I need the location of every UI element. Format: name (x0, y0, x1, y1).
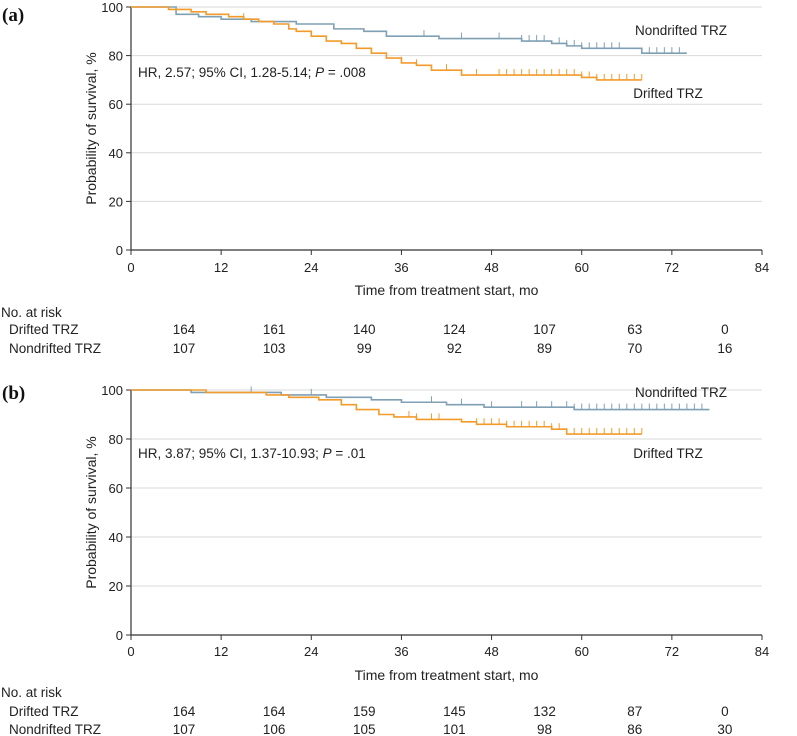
risk-count-drifted: 0 (721, 322, 729, 337)
risk-count-nondrifted: 30 (717, 722, 732, 736)
y-tick-label: 40 (109, 146, 123, 161)
x-tick-label: 48 (484, 260, 498, 275)
series-label-nondrifted: Nondrifted TRZ (635, 385, 727, 400)
risk-count-nondrifted: 99 (357, 341, 372, 356)
y-tick-label: 100 (101, 0, 123, 15)
risk-table-header: No. at risk (1, 685, 62, 700)
panel-label: (a) (2, 5, 24, 26)
x-tick-label: 84 (755, 260, 769, 275)
x-tick-label: 36 (394, 260, 408, 275)
risk-count-nondrifted: 103 (263, 341, 286, 356)
x-tick-label: 72 (665, 644, 679, 659)
x-tick-label: 36 (394, 644, 408, 659)
risk-count-drifted: 145 (443, 704, 466, 719)
risk-count-drifted: 107 (533, 322, 556, 337)
x-tick-label: 24 (304, 260, 318, 275)
x-tick-label: 60 (574, 260, 588, 275)
risk-count-drifted: 63 (627, 322, 642, 337)
risk-count-nondrifted: 106 (263, 722, 286, 736)
risk-count-drifted: 164 (263, 704, 286, 719)
risk-count-nondrifted: 101 (443, 722, 466, 736)
panel-b: (b) 0 20 40 60 80 100 0 12 24 36 48 60 72 84 Probabilit… (1, 383, 769, 736)
risk-count-drifted: 164 (173, 704, 196, 719)
risk-count-nondrifted: 107 (173, 341, 196, 356)
y-tick-label: 0 (116, 628, 123, 643)
risk-count-nondrifted: 105 (353, 722, 376, 736)
series-label-nondrifted: Nondrifted TRZ (635, 23, 727, 38)
x-tick-label: 12 (214, 644, 228, 659)
hr-annotation: HR, 2.57; 95% CI, 1.28-5.14; P = .008 (138, 65, 366, 80)
risk-row-label-drifted: Drifted TRZ (9, 322, 79, 337)
series-label-drifted: Drifted TRZ (633, 86, 703, 101)
panel-label: (b) (2, 383, 25, 404)
risk-count-drifted: 159 (353, 704, 376, 719)
x-tick-label: 0 (127, 260, 134, 275)
risk-count-drifted: 164 (173, 322, 196, 337)
risk-count-drifted: 161 (263, 322, 286, 337)
y-tick-label: 80 (109, 432, 123, 447)
risk-table-header: No. at risk (1, 305, 62, 320)
hr-annotation: HR, 3.87; 95% CI, 1.37-10.93; P = .01 (138, 446, 366, 461)
risk-count-drifted: 132 (533, 704, 556, 719)
risk-count-drifted: 124 (443, 322, 466, 337)
x-tick-label: 48 (484, 644, 498, 659)
risk-count-nondrifted: 92 (447, 341, 462, 356)
y-tick-label: 20 (109, 194, 123, 209)
risk-count-nondrifted: 89 (537, 341, 552, 356)
y-tick-label: 100 (101, 383, 123, 398)
y-tick-label: 20 (109, 579, 123, 594)
risk-count-nondrifted: 16 (717, 341, 732, 356)
panel-a: (a) 0 20 40 60 80 100 0 12 24 36 48 60 72 84 Probabilit… (1, 0, 769, 356)
risk-count-drifted: 140 (353, 322, 376, 337)
risk-count-drifted: 0 (721, 704, 729, 719)
risk-count-nondrifted: 98 (537, 722, 552, 736)
risk-count-nondrifted: 86 (627, 722, 642, 736)
y-tick-label: 60 (109, 481, 123, 496)
risk-count-nondrifted: 107 (173, 722, 196, 736)
y-tick-label: 60 (109, 97, 123, 112)
y-tick-label: 0 (116, 243, 123, 258)
y-tick-label: 80 (109, 49, 123, 64)
x-axis-title: Time from treatment start, mo (355, 667, 539, 683)
x-tick-label: 0 (127, 644, 134, 659)
series-line-drifted (131, 389, 642, 435)
series-label-drifted: Drifted TRZ (633, 446, 703, 461)
risk-row-label-drifted: Drifted TRZ (9, 704, 79, 719)
y-tick-label: 40 (109, 530, 123, 545)
y-axis-title: Probability of survival, % (83, 436, 99, 589)
x-tick-label: 72 (665, 260, 679, 275)
x-tick-label: 84 (755, 644, 769, 659)
x-tick-label: 12 (214, 260, 228, 275)
x-tick-label: 24 (304, 644, 318, 659)
risk-count-nondrifted: 70 (627, 341, 642, 356)
y-axis-title: Probability of survival, % (83, 52, 99, 205)
risk-count-drifted: 87 (627, 704, 642, 719)
risk-row-label-nondrifted: Nondrifted TRZ (9, 341, 101, 356)
x-axis-title: Time from treatment start, mo (355, 282, 539, 298)
risk-row-label-nondrifted: Nondrifted TRZ (9, 722, 101, 736)
x-tick-label: 60 (574, 644, 588, 659)
